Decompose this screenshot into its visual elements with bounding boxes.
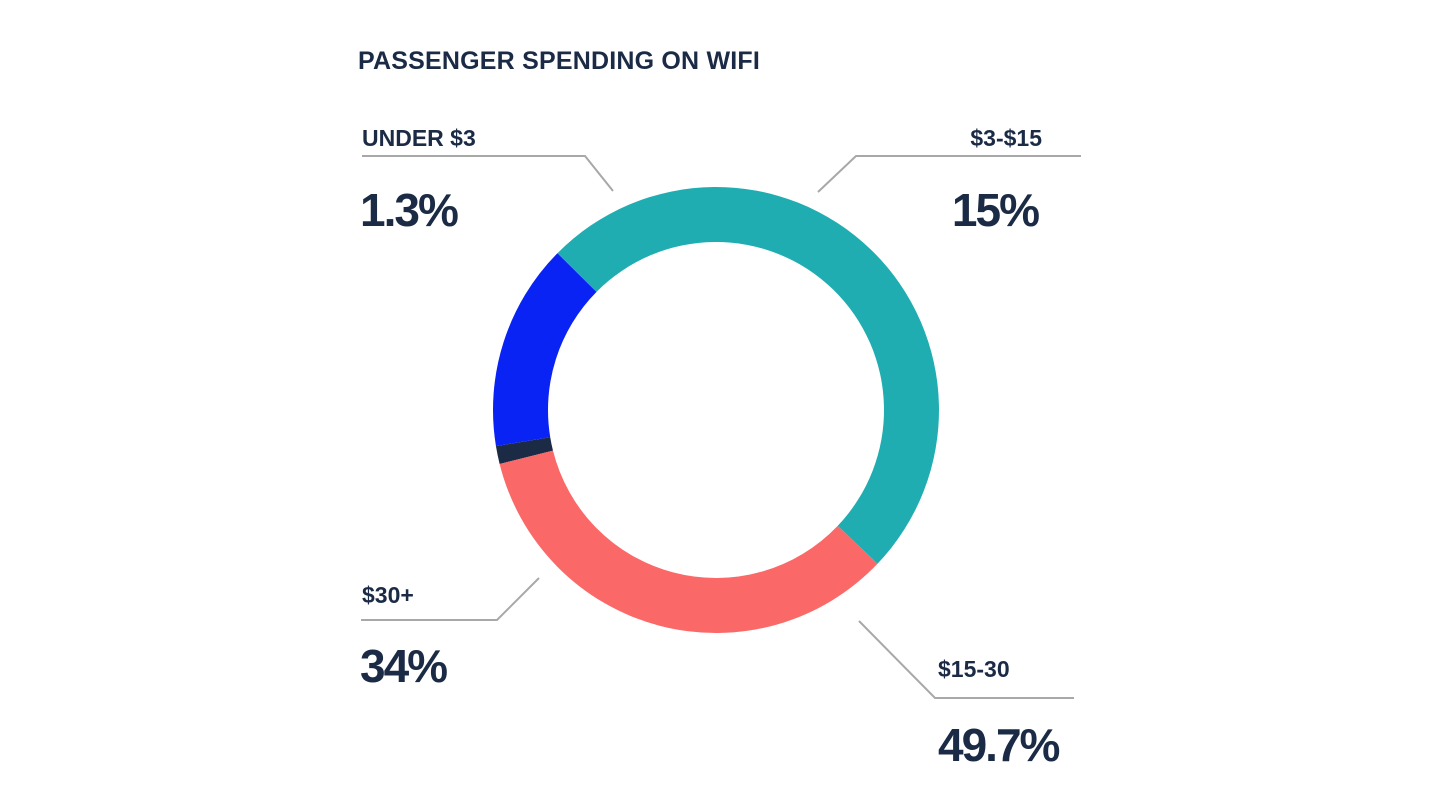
slice-label-30-plus: $30+ [362, 582, 414, 608]
slice-3-15 [493, 253, 597, 447]
slice-15-30 [557, 187, 939, 564]
chart-title: PASSENGER SPENDING ON WIFI [358, 47, 760, 75]
slice-value-15-30: 49.7% [938, 719, 1060, 771]
leader-line-under-3 [362, 155, 614, 192]
slice-label-15-30: $15-30 [938, 656, 1010, 682]
slice-label-3-15: $3-$15 [970, 125, 1042, 151]
slice-under-3 [495, 437, 553, 464]
slice-value-3-15: 15% [952, 184, 1039, 236]
slice-value-30-plus: 34% [360, 640, 447, 692]
leader-line-30-plus [361, 577, 540, 621]
slice-label-under-3: UNDER $3 [362, 125, 476, 151]
donut-slices [493, 187, 939, 633]
slice-value-under-3: 1.3% [360, 184, 458, 236]
slice-30-plus [499, 450, 878, 633]
leader-line-15-30 [858, 620, 1074, 699]
leader-line-3-15 [817, 155, 1081, 193]
